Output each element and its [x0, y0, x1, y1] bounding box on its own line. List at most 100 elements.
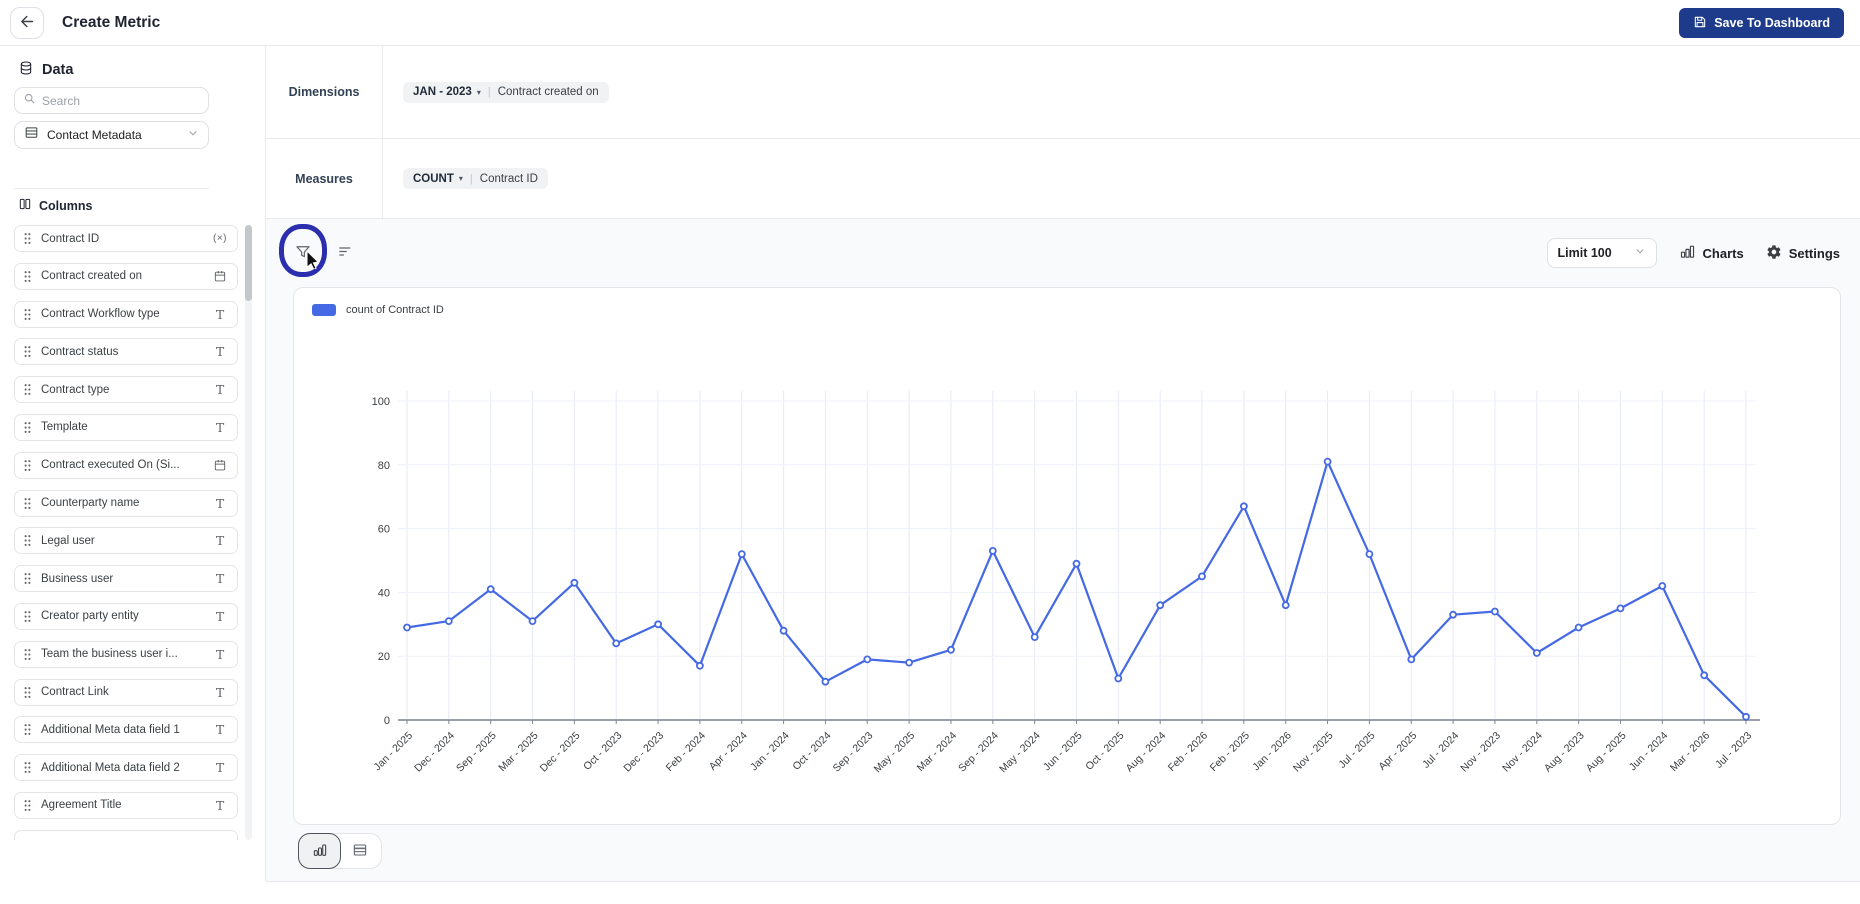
column-item[interactable]: Additional Meta data field 2 T — [14, 754, 238, 782]
column-label: Contract Link — [41, 686, 109, 699]
column-item[interactable]: Contract type T — [14, 376, 238, 404]
measure-field: Contract ID — [479, 172, 538, 185]
drag-handle-icon[interactable] — [23, 571, 32, 586]
drag-handle-icon[interactable] — [23, 685, 32, 700]
drag-handle-icon[interactable] — [23, 722, 32, 737]
sidebar-scrollbar-track[interactable] — [245, 225, 252, 840]
measure-chip[interactable]: COUNT ▾ | Contract ID — [403, 168, 548, 189]
svg-text:Oct - 2023: Oct - 2023 — [581, 730, 624, 773]
svg-text:Dec - 2023: Dec - 2023 — [621, 730, 666, 775]
column-item[interactable]: Contract Link T — [14, 678, 238, 706]
column-item[interactable]: Contract created on — [14, 262, 238, 290]
svg-text:Mar - 2025: Mar - 2025 — [496, 730, 541, 775]
drag-handle-icon[interactable] — [23, 798, 32, 813]
sidebar-scrollbar-thumb[interactable] — [245, 225, 252, 301]
save-to-dashboard-button[interactable]: Save To Dashboard — [1679, 8, 1844, 38]
drag-handle-icon[interactable] — [23, 533, 32, 548]
column-item-partial[interactable] — [14, 829, 238, 840]
y-axis-labels: 0 20 40 60 80 100 — [372, 396, 390, 727]
column-item[interactable]: Template T — [14, 413, 238, 441]
charts-button[interactable]: Charts — [1679, 243, 1744, 263]
svg-text:Dec - 2025: Dec - 2025 — [538, 730, 583, 775]
column-item[interactable]: Agreement Title T — [14, 791, 238, 819]
search-input[interactable] — [42, 93, 192, 108]
column-item[interactable]: Contract Workflow type T — [14, 300, 238, 328]
search-box[interactable] — [14, 87, 209, 114]
drag-handle-icon[interactable] — [23, 420, 32, 435]
chip-divider: | — [469, 172, 473, 185]
measures-row: Measures COUNT ▾ | Contract ID — [266, 139, 1860, 219]
svg-text:Feb - 2024: Feb - 2024 — [664, 730, 709, 775]
charts-label: Charts — [1702, 245, 1744, 261]
svg-text:Feb - 2025: Feb - 2025 — [1208, 730, 1253, 775]
column-item[interactable]: Contract status T — [14, 338, 238, 366]
columns-icon — [18, 197, 32, 214]
page-title: Create Metric — [62, 13, 161, 31]
column-item[interactable]: Creator party entity T — [14, 602, 238, 630]
svg-text:Nov - 2024: Nov - 2024 — [1500, 730, 1545, 775]
dimensions-row: Dimensions JAN - 2023 ▾ | Contract creat… — [266, 46, 1860, 139]
settings-button[interactable]: Settings — [1766, 244, 1840, 263]
bar-chart-icon — [312, 842, 328, 861]
view-toggle — [298, 833, 382, 869]
drag-handle-icon[interactable] — [23, 458, 32, 473]
drag-handle-icon[interactable] — [23, 344, 32, 359]
column-item[interactable]: Counterparty name T — [14, 489, 238, 517]
filter-button[interactable] — [289, 239, 317, 267]
svg-text:Oct - 2025: Oct - 2025 — [1083, 730, 1126, 773]
text-type-icon: T — [215, 571, 225, 587]
column-label: Agreement Title — [41, 799, 122, 812]
dimension-aggregation[interactable]: JAN - 2023 — [413, 86, 472, 98]
text-type-icon: T — [215, 382, 225, 398]
table-view-button[interactable] — [339, 834, 381, 868]
column-item[interactable]: Additional Meta data field 1 T — [14, 716, 238, 744]
bar-chart-icon — [1679, 243, 1696, 263]
drag-handle-icon[interactable] — [23, 231, 32, 246]
dimension-field: Contract created on — [497, 86, 599, 98]
column-label: Contract ID — [41, 232, 100, 245]
column-label: Contract type — [41, 383, 110, 396]
svg-text:Jul - 2024: Jul - 2024 — [1420, 730, 1461, 771]
drag-handle-icon[interactable] — [23, 760, 32, 775]
text-type-icon: T — [215, 495, 225, 511]
column-label: Template — [41, 421, 88, 434]
back-button[interactable] — [10, 6, 44, 39]
svg-text:Jun - 2024: Jun - 2024 — [1627, 730, 1671, 774]
measure-aggregation[interactable]: COUNT — [413, 172, 454, 185]
chart-legend: count of Contract ID — [312, 304, 444, 316]
measures-label: Measures — [295, 171, 353, 186]
svg-text:Nov - 2023: Nov - 2023 — [1458, 730, 1503, 775]
svg-text:Jun - 2025: Jun - 2025 — [1041, 730, 1085, 774]
sort-button[interactable] — [331, 239, 359, 267]
svg-text:Aug - 2025: Aug - 2025 — [1584, 730, 1629, 775]
dataset-selector[interactable]: Contact Metadata — [14, 121, 209, 149]
column-item[interactable]: Contract ID (×) — [14, 225, 238, 252]
drag-handle-icon[interactable] — [23, 609, 32, 624]
dimension-chip[interactable]: JAN - 2023 ▾ | Contract created on — [403, 81, 609, 103]
column-item[interactable]: Team the business user i... T — [14, 640, 238, 668]
chip-divider: | — [487, 86, 491, 98]
data-section-header: Data — [18, 60, 265, 80]
limit-select[interactable]: Limit 100 — [1546, 238, 1657, 268]
drag-handle-icon[interactable] — [23, 496, 32, 511]
date-type-icon — [212, 458, 228, 472]
gear-icon — [1766, 244, 1782, 263]
drag-handle-icon[interactable] — [23, 269, 32, 284]
column-item[interactable]: Legal user T — [14, 527, 238, 555]
drag-handle-icon[interactable] — [23, 382, 32, 397]
column-item[interactable]: Business user T — [14, 565, 238, 593]
chevron-down-icon: ▾ — [476, 87, 481, 97]
svg-text:Apr - 2025: Apr - 2025 — [1376, 730, 1419, 773]
column-label: Contract status — [41, 345, 119, 358]
column-item[interactable]: Contract executed On (Si... — [14, 451, 238, 479]
sidebar-divider — [14, 188, 209, 189]
columns-header: Columns — [18, 197, 92, 214]
svg-text:Jan - 2024: Jan - 2024 — [748, 730, 792, 774]
column-label: Contract created on — [41, 270, 143, 283]
x-axis-ticks — [406, 720, 1747, 724]
save-icon — [1693, 15, 1707, 32]
horizontal-gridlines — [398, 400, 1756, 657]
drag-handle-icon[interactable] — [23, 307, 32, 322]
drag-handle-icon[interactable] — [23, 647, 32, 662]
chart-view-button[interactable] — [298, 833, 341, 869]
